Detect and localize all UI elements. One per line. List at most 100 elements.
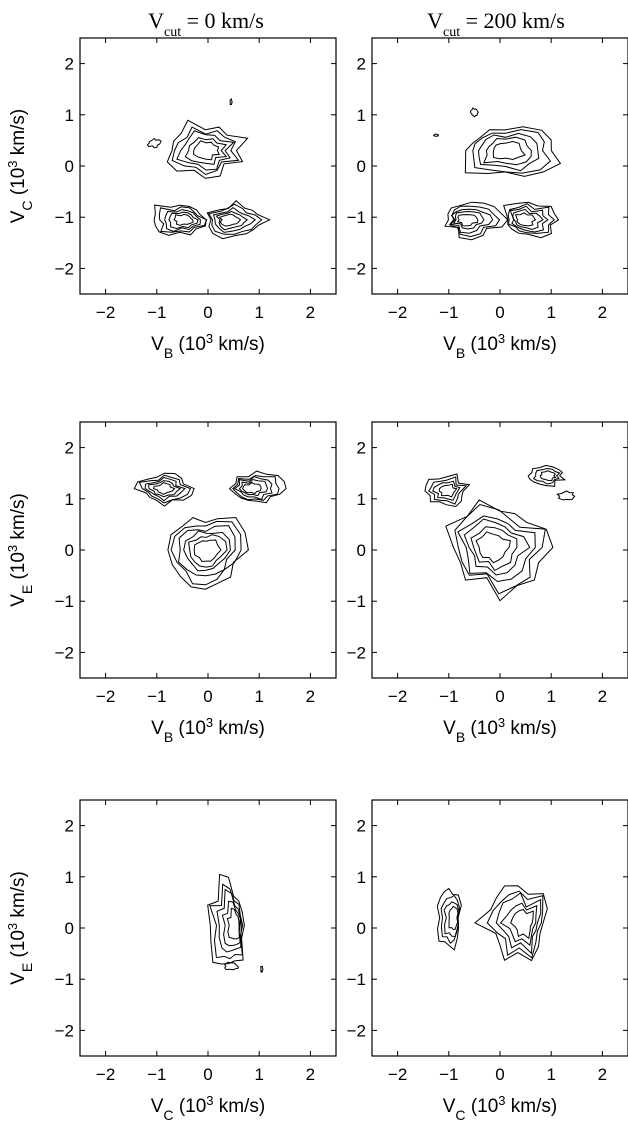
contour-3-level-2 (457, 515, 536, 583)
panel-row2-right: −2 −1 0 1 2 −2 −1 0 1 2 VB (103 km/s) (347, 421, 628, 746)
contour-4-level-0 (432, 133, 439, 137)
contour-1-level-0 (228, 470, 287, 504)
y-tick-label: 2 (65, 817, 74, 836)
x-tick-label: 2 (598, 687, 607, 706)
y-tick-label: 1 (65, 106, 74, 125)
x-tick-label: 1 (254, 1065, 263, 1084)
contour-3-level-5 (475, 531, 511, 564)
y-tick-label: 2 (357, 439, 366, 458)
contour-0-level-1 (440, 894, 461, 944)
y-tick-label: −1 (55, 970, 74, 989)
contour-2-level-0 (503, 201, 560, 239)
plot-frame (371, 799, 628, 1057)
y-tick-label: −2 (347, 643, 366, 662)
x-tick-label: 1 (546, 303, 555, 322)
x-tick-label: 0 (203, 687, 212, 706)
contour-0-level-3 (448, 905, 459, 931)
contour-2-level-0 (206, 200, 271, 240)
contour-1-level-3 (499, 902, 538, 947)
contour-0-level-2 (478, 132, 540, 172)
contour-0-level-1 (428, 476, 468, 505)
contour-1-level-2 (495, 892, 542, 955)
contour-2-level-1 (170, 520, 242, 586)
plot-frame (79, 421, 337, 679)
contour-0-level-3 (438, 483, 458, 498)
contour-2-level-1 (507, 203, 555, 234)
contour-0-level-3 (221, 900, 241, 947)
x-tick-label: −2 (388, 303, 407, 322)
x-axis-label: VC (103 km/s) (443, 1093, 558, 1124)
y-tick-label: 1 (357, 106, 366, 125)
contour-3-level-0 (146, 137, 162, 149)
y-tick-label: 1 (65, 490, 74, 509)
plot-frame (79, 37, 337, 295)
contour-0-level-0 (436, 887, 462, 951)
y-tick-label: 0 (65, 541, 74, 560)
x-tick-label: −2 (388, 1065, 407, 1084)
contour-2-level-2 (212, 206, 257, 233)
y-tick-label: 0 (65, 919, 74, 938)
contour-1-level-1 (232, 474, 280, 501)
x-axis-label: VB (103 km/s) (151, 715, 265, 746)
x-tick-label: −1 (439, 303, 458, 322)
contour-1-level-1 (532, 467, 561, 485)
x-tick-label: −2 (388, 687, 407, 706)
contour-1-level-2 (539, 470, 557, 482)
contour-2-level-0 (556, 490, 576, 501)
contour-1-level-0 (224, 961, 239, 971)
y-tick-label: 2 (65, 55, 74, 74)
contour-0-level-3 (148, 480, 182, 498)
x-tick-label: −2 (96, 303, 115, 322)
contour-3-level-1 (454, 503, 546, 595)
contour-1-level-1 (448, 205, 501, 238)
contour-lines (432, 107, 562, 241)
contour-1-level-3 (238, 478, 269, 497)
contour-2-level-2 (178, 525, 236, 577)
contour-0-level-1 (171, 126, 240, 176)
y-tick-label: 0 (357, 919, 366, 938)
contour-2-level-4 (188, 534, 228, 568)
contour-1-level-0 (474, 885, 548, 962)
contour-1-level-0 (444, 201, 509, 241)
x-tick-label: −2 (96, 1065, 115, 1084)
x-axis-label: VB (103 km/s) (443, 715, 557, 746)
x-tick-label: 1 (546, 1065, 555, 1084)
contour-2-level-4 (514, 212, 537, 227)
contour-0-level-2 (216, 888, 242, 953)
x-tick-label: −2 (96, 687, 115, 706)
contour-1-level-4 (242, 481, 262, 495)
x-tick-label: 1 (254, 687, 263, 706)
x-tick-label: 0 (495, 687, 504, 706)
contour-0-level-1 (209, 883, 244, 960)
y-tick-label: −2 (55, 1021, 74, 1040)
x-tick-label: 1 (254, 303, 263, 322)
contour-0-level-1 (138, 474, 192, 504)
contour-2-level-3 (183, 530, 231, 572)
y-tick-label: 2 (357, 817, 366, 836)
contour-3-level-4 (470, 526, 518, 572)
y-tick-label: −1 (55, 208, 74, 227)
x-tick-label: −1 (147, 303, 166, 322)
panel-row3-left: −2 −1 0 1 2 −2 −1 0 1 2 VC (103 km/s) VE (103 km/s) (5, 799, 337, 1123)
x-tick-label: 2 (306, 687, 315, 706)
contour-0-level-4 (492, 140, 526, 161)
panel-row3-right: −2 −1 0 1 2 −2 −1 0 1 2 VC (103 km/s) (347, 799, 628, 1124)
y-tick-label: −1 (347, 592, 366, 611)
contour-0-level-3 (483, 136, 532, 166)
y-tick-label: 1 (357, 490, 366, 509)
contour-1-level-2 (449, 208, 494, 234)
x-tick-label: 0 (203, 303, 212, 322)
contour-0-level-0 (424, 473, 471, 508)
contour-2-level-0 (167, 516, 249, 590)
contour-lines (436, 885, 548, 962)
plot-frame (371, 421, 628, 679)
contour-1-level-2 (233, 476, 273, 501)
contour-lines (207, 873, 264, 974)
contour-0-level-2 (144, 476, 186, 502)
contour-1-level-2 (164, 209, 201, 232)
contour-1-level-1 (486, 890, 544, 959)
contour-0-level-4 (193, 140, 220, 161)
y-axis-label: VE (103 km/s) (5, 871, 36, 985)
contour-lines (146, 98, 271, 240)
